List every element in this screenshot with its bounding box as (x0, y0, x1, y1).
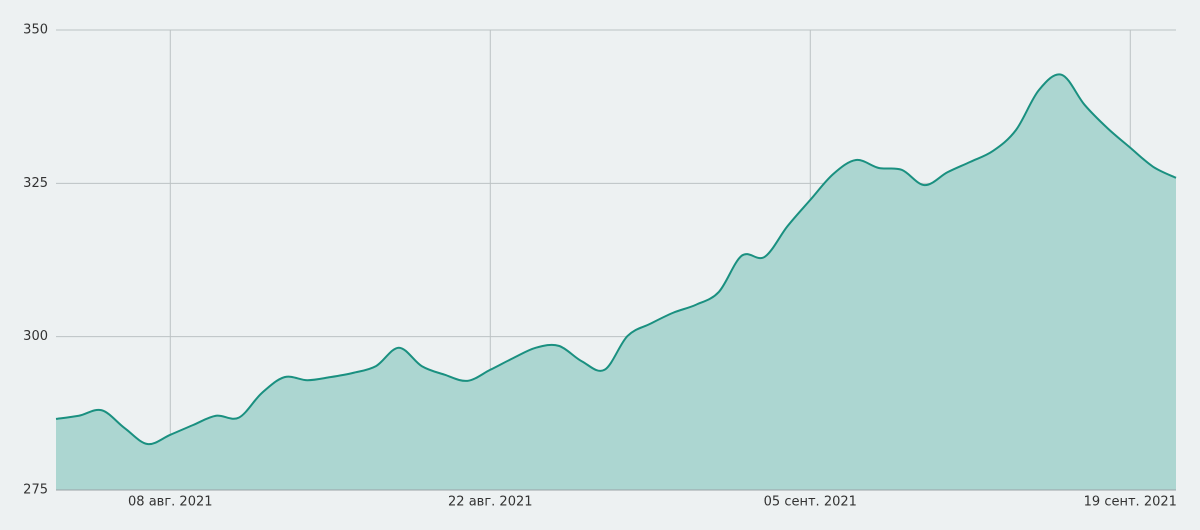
x-tick-label: 19 сент. 2021 (1084, 495, 1177, 510)
y-tick-label: 300 (23, 329, 48, 344)
y-tick-label: 275 (23, 483, 48, 498)
y-tick-label: 350 (23, 23, 48, 38)
x-tick-label: 08 авг. 2021 (128, 495, 212, 510)
x-tick-label: 05 сент. 2021 (764, 495, 857, 510)
area (56, 74, 1176, 490)
x-tick-label: 22 авг. 2021 (448, 495, 532, 510)
line (55, 73, 1177, 446)
y-tick-label: 325 (23, 176, 48, 191)
